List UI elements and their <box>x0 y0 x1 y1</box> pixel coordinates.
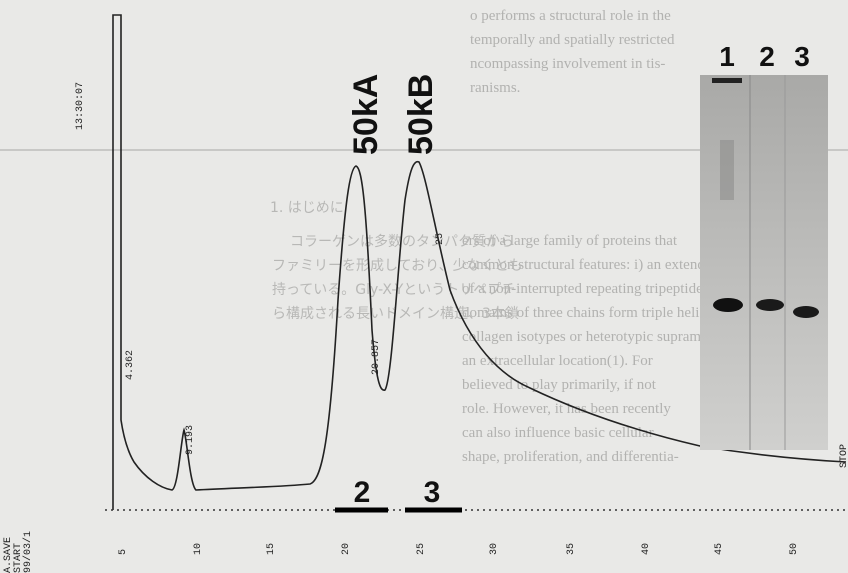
text-line: temporally and spatially restricted <box>470 32 675 48</box>
text-line: an extracellular location(1). For <box>462 353 653 369</box>
gel-image <box>700 75 828 450</box>
lane-label: 3 <box>794 41 810 72</box>
gel: 1 2 3 <box>700 41 828 450</box>
lane-label: 2 <box>759 41 775 72</box>
stop-label: STOP <box>839 444 848 468</box>
time-tick: 45 <box>714 543 725 555</box>
time-tick: 10 <box>193 543 204 555</box>
gel-band <box>793 306 819 318</box>
time-tick: 30 <box>489 543 500 555</box>
run-info: START <box>13 543 24 573</box>
peak-time: 4.362 <box>125 350 136 380</box>
text-line: ers of a large family of proteins that <box>462 233 678 249</box>
peak-name: 50kB <box>402 74 440 155</box>
text-line: collagen isotypes or heterotypic supramo… <box>462 329 718 345</box>
run-info: 99/03/1 <box>22 531 34 573</box>
peak-time: 20.857 <box>371 339 382 375</box>
background-text: o performs a structural role in the temp… <box>0 8 848 465</box>
text-line: o performs a structural role in the <box>470 8 671 24</box>
fraction-label: 3 <box>424 476 441 509</box>
gel-band <box>712 78 742 83</box>
peak-time: 25 <box>435 233 446 245</box>
run-info: 13:30:07 <box>75 82 86 130</box>
text-line: role. However, it has been recently <box>462 401 671 417</box>
lane-label: 1 <box>719 41 735 72</box>
gel-band <box>713 298 743 312</box>
text-line: 1. はじめに <box>270 200 344 216</box>
text-line: コラーゲンは多数のタンパク質から <box>290 233 514 250</box>
time-tick: 20 <box>341 543 352 555</box>
text-line: believed to play primarily, if not <box>462 377 657 393</box>
run-info: A.SAVE <box>3 537 14 573</box>
text-line: domains of three chains form triple heli… <box>462 305 756 321</box>
text-line: of a non-interrupted repeating tripeptid… <box>462 281 750 297</box>
time-tick: 25 <box>416 543 427 555</box>
gel-smear <box>720 140 734 200</box>
chromatogram: 2 3 50kA 50kB 4.362 9.193 20.857 25 A.SA… <box>3 14 848 573</box>
time-tick: 50 <box>789 543 800 555</box>
text-line: common structural features: i) an extend… <box>462 257 740 273</box>
text-line: ncompassing involvement in tis- <box>470 56 665 72</box>
text-line: ファミリーを形成しており、少なくとも <box>272 258 523 274</box>
gel-band <box>756 299 784 311</box>
text-line: can also influence basic cellular <box>462 425 654 441</box>
text-line: shape, proliferation, and differentia- <box>462 449 679 465</box>
text-line: 持っている。Gly-X-Yというトリペプチ <box>272 282 515 298</box>
peak-name: 50kA <box>347 74 385 155</box>
time-tick: 35 <box>566 543 577 555</box>
fraction-label: 2 <box>354 476 371 509</box>
time-tick: 15 <box>266 543 277 555</box>
time-tick: 40 <box>641 543 652 555</box>
trace <box>112 14 847 510</box>
time-tick: 5 <box>118 549 129 555</box>
text-line: ranisms. <box>470 80 520 96</box>
peak-time: 9.193 <box>185 425 196 455</box>
